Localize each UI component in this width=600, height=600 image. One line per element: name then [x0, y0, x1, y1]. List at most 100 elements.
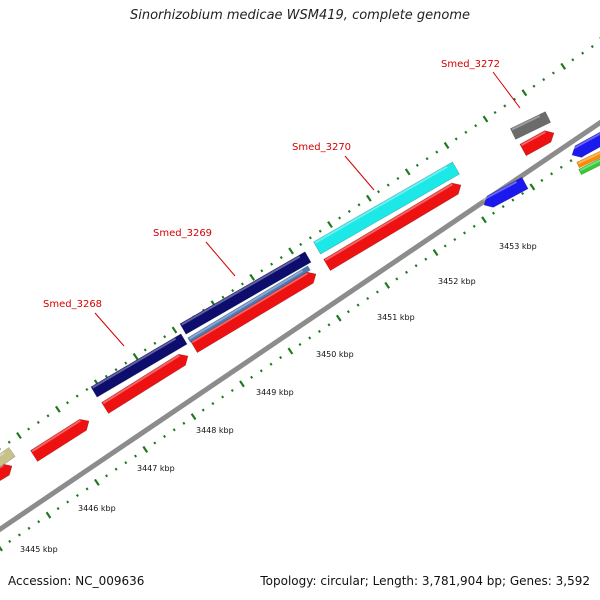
gene-label-layer: Smed_3268 Smed_3269 Smed_3270 Smed_3272 — [43, 59, 521, 347]
gene-label[interactable]: Smed_3269 — [153, 228, 212, 239]
tick-row-inner — [0, 139, 600, 552]
outer-tick — [55, 405, 61, 413]
gene-feature-highlight — [181, 255, 301, 326]
outer-tick — [386, 183, 390, 187]
gene-label[interactable]: Smed_3270 — [292, 142, 351, 153]
inner-tick — [453, 237, 457, 242]
inner-tick — [335, 314, 342, 322]
outer-tick — [279, 256, 283, 260]
cds-feature — [30, 418, 90, 462]
outer-tick — [482, 115, 489, 123]
inner-tick — [550, 172, 554, 176]
outer-tick — [240, 282, 244, 286]
inner-tick — [259, 369, 263, 373]
inner-tick — [66, 500, 70, 504]
outer-tick — [221, 295, 225, 299]
outer-tick — [376, 190, 381, 194]
outer-tick — [153, 341, 157, 345]
outer-tick — [270, 262, 274, 266]
outer-tick — [299, 242, 303, 246]
cds-feature-highlight — [31, 419, 81, 453]
inner-tick — [317, 329, 321, 333]
inner-tick — [366, 296, 370, 301]
inner-tick — [124, 461, 128, 465]
inner-tick — [8, 539, 12, 543]
scale-label: 3449 kbp — [256, 388, 294, 397]
outer-tick — [521, 89, 528, 97]
outer-tick — [132, 352, 139, 360]
outer-tick — [415, 163, 419, 167]
inner-tick — [133, 454, 138, 458]
outer-tick — [46, 414, 50, 418]
outer-tick — [512, 97, 517, 101]
outer-tick — [143, 348, 147, 352]
outer-tick — [7, 440, 11, 444]
cds-feature — [323, 182, 462, 271]
reverse-feature-highlight — [569, 131, 600, 152]
gene-feature — [179, 251, 312, 335]
cds-feature — [101, 353, 189, 414]
outer-tick — [396, 176, 400, 181]
gene-feature-highlight — [579, 156, 600, 172]
inner-tick — [308, 336, 312, 340]
gene-feature-highlight — [314, 165, 448, 244]
outer-tick — [551, 71, 555, 75]
cds-feature-highlight — [520, 131, 546, 147]
inner-tick — [569, 159, 573, 163]
inner-tick — [540, 178, 544, 182]
genome-summary-text: Topology: circular; Length: 3,781,904 bp… — [260, 574, 590, 588]
gene-feature-highlight — [0, 451, 5, 463]
scale-label: 3451 kbp — [377, 313, 415, 322]
reverse-feature — [571, 126, 600, 158]
gene-feature-highlight — [188, 269, 304, 340]
scale-label: 3445 kbp — [20, 545, 58, 554]
outer-tick — [571, 58, 575, 62]
inner-tick — [75, 493, 79, 498]
scale-label: 3453 kbp — [499, 242, 537, 251]
inner-tick — [491, 211, 496, 215]
inner-tick — [142, 445, 149, 453]
feature-track — [0, 111, 600, 484]
outer-tick — [65, 401, 70, 405]
inner-tick — [559, 165, 563, 169]
inner-tick — [424, 257, 428, 261]
inner-tick — [462, 231, 467, 235]
inner-tick — [404, 270, 409, 274]
inner-tick — [221, 395, 225, 399]
inner-tick — [239, 380, 245, 388]
inner-tick — [521, 191, 525, 196]
outer-tick — [338, 216, 342, 220]
inner-tick — [287, 347, 294, 355]
scale-label: 3450 kbp — [316, 350, 354, 359]
inner-tick — [250, 375, 254, 379]
inner-tick — [190, 413, 197, 421]
inner-tick — [85, 487, 89, 491]
gene-feature — [0, 447, 16, 471]
outer-tick — [231, 289, 235, 293]
map-title: Sinorhizobium medicae WSM419, complete g… — [129, 8, 471, 23]
inner-tick — [481, 216, 487, 224]
outer-tick — [581, 51, 585, 55]
gene-label[interactable]: Smed_3272 — [441, 59, 500, 70]
inner-tick — [94, 478, 100, 486]
gene-label-leader — [94, 312, 125, 347]
outer-tick — [443, 141, 450, 149]
gene-label-leader — [205, 241, 236, 277]
outer-tick — [16, 432, 22, 440]
scale-label: 3452 kbp — [438, 277, 476, 286]
outer-tick — [454, 137, 458, 141]
inner-tick — [356, 303, 360, 307]
inner-tick — [472, 224, 476, 228]
inner-tick — [501, 205, 505, 209]
gene-label[interactable]: Smed_3268 — [43, 299, 102, 310]
outer-tick — [590, 45, 594, 49]
outer-tick — [435, 150, 439, 154]
outer-tick — [27, 427, 31, 431]
inner-tick — [153, 441, 157, 445]
reverse-feature — [483, 176, 529, 208]
gene-feature-highlight — [92, 337, 177, 389]
outer-tick — [560, 62, 567, 70]
outer-tick — [474, 124, 478, 128]
reverse-feature-highlight — [482, 181, 517, 202]
outer-tick — [75, 394, 79, 398]
